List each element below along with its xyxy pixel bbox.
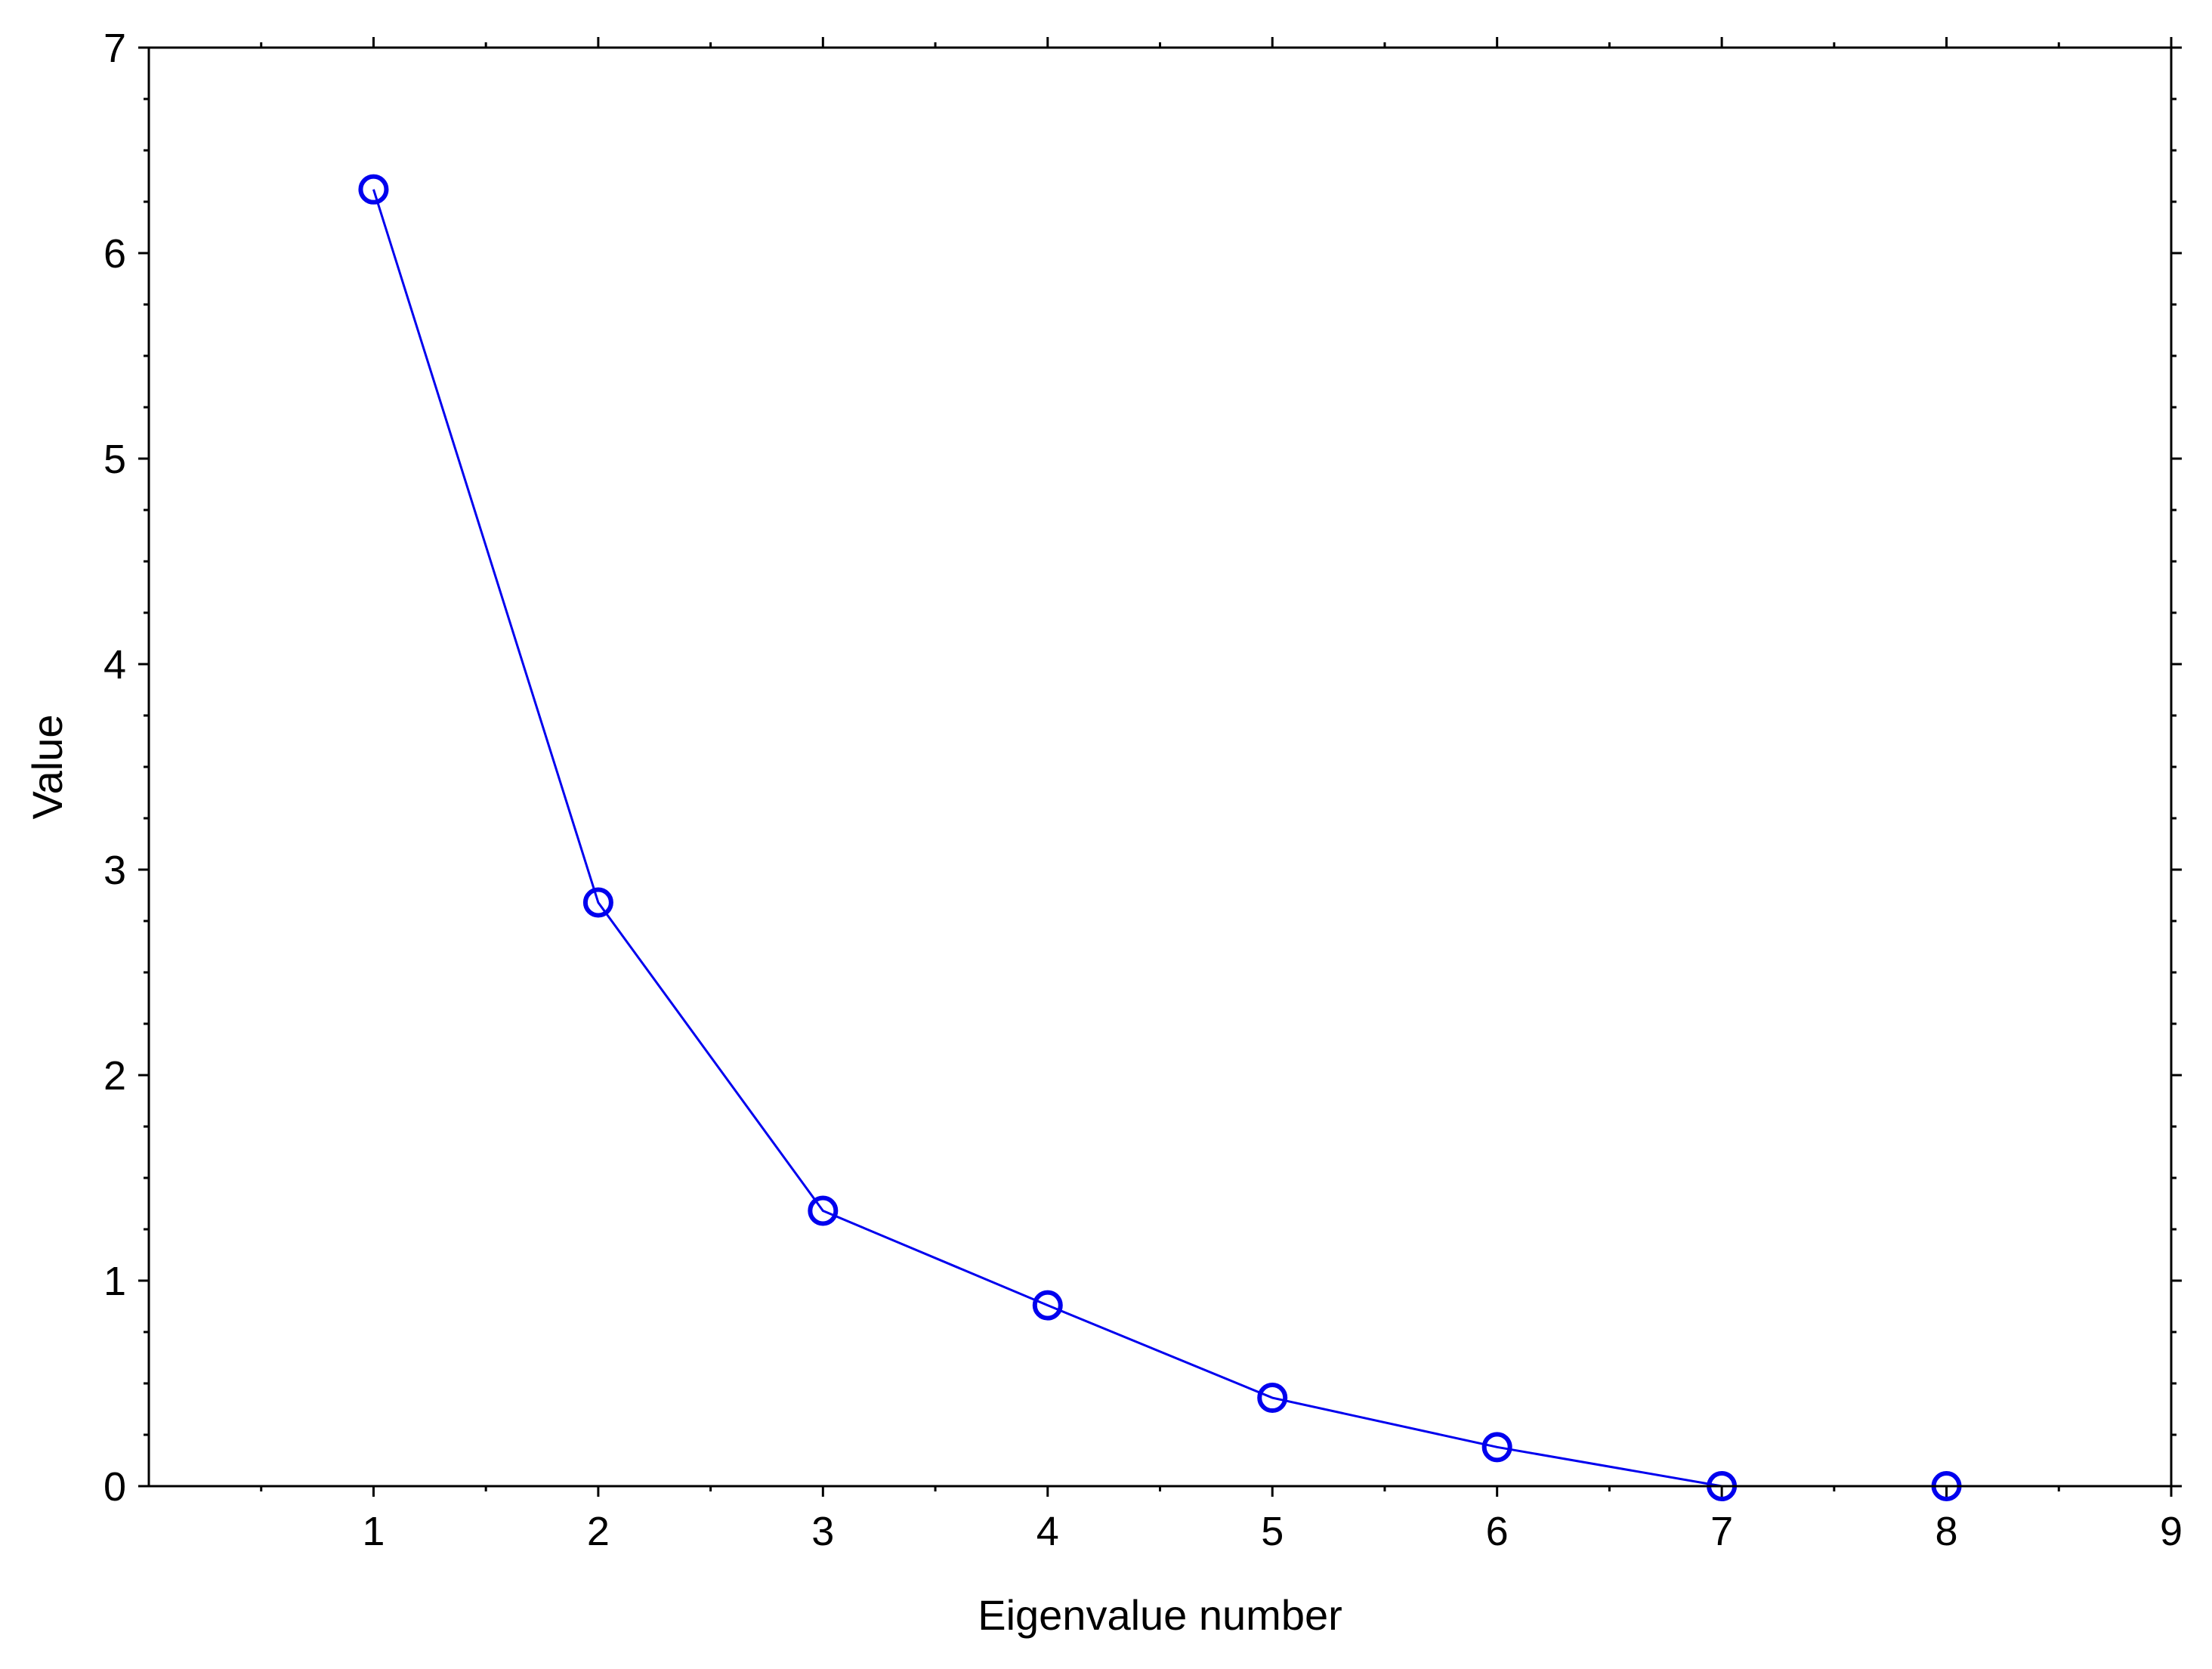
y-tick-label: 7 xyxy=(103,26,126,71)
data-point xyxy=(1257,1383,1288,1414)
x-axis-label: Eigenvalue number xyxy=(978,1591,1342,1639)
y-tick-label: 1 xyxy=(103,1259,126,1304)
x-tick-label: 6 xyxy=(1486,1509,1509,1554)
x-tick-label: 3 xyxy=(811,1509,834,1554)
data-point xyxy=(808,1195,839,1226)
x-tick-label: 9 xyxy=(2160,1509,2183,1554)
y-tick-label: 6 xyxy=(103,231,126,277)
x-tick-label: 7 xyxy=(1710,1509,1733,1554)
x-tick-label: 1 xyxy=(362,1509,385,1554)
x-tick-label: 8 xyxy=(1936,1509,1958,1554)
x-tick-label: 4 xyxy=(1036,1509,1059,1554)
data-point xyxy=(1481,1432,1512,1463)
data-point xyxy=(582,887,613,918)
y-tick-label: 5 xyxy=(103,437,126,482)
y-tick-label: 3 xyxy=(103,848,126,893)
ticks-layer: 1 2 3 4 5 6 7 8 9 0 1 2 3 4 5 6 7 xyxy=(103,26,2183,1554)
data-point xyxy=(1032,1290,1063,1321)
labels-layer: Eigenvalue number Value xyxy=(23,714,1342,1639)
y-tick-label: 0 xyxy=(103,1464,126,1510)
plot-frame xyxy=(147,46,2173,1488)
series-line xyxy=(372,189,1947,1488)
y-axis-label: Value xyxy=(23,714,71,819)
data-point xyxy=(358,174,389,205)
x-tick-label: 5 xyxy=(1261,1509,1284,1554)
y-tick-label: 2 xyxy=(103,1053,126,1099)
x-tick-label: 2 xyxy=(587,1509,610,1554)
y-tick-label: 4 xyxy=(103,642,126,688)
